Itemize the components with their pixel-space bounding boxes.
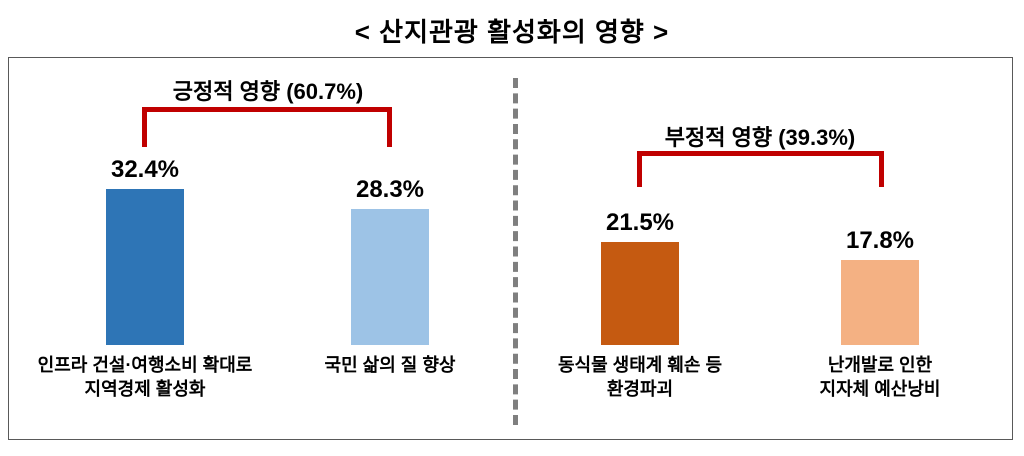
group-label-negative: 부정적 영향 (39.3%)	[664, 125, 856, 150]
category-label-ecosystem: 동식물 생태계 훼손 등 환경파괴	[557, 355, 723, 400]
chart-title: < 산지관광 활성화의 영향 >	[354, 17, 670, 47]
bar-positive-economy	[106, 189, 184, 345]
bar-value-label: 17.8%	[845, 227, 915, 254]
category-label-infra: 인프라 건설·여행소비 확대로 지역경제 활성화	[37, 355, 253, 400]
group-label-positive: 긍정적 영향 (60.7%)	[172, 79, 364, 104]
bar-value-label: 32.4%	[110, 156, 180, 183]
bar-negative-ecosystem	[601, 242, 679, 345]
chart-frame	[8, 57, 1013, 440]
bar-positive-life-quality	[351, 209, 429, 345]
category-label-quality-of-life: 국민 삶의 질 향상	[324, 355, 456, 375]
bar-negative-budget	[841, 260, 919, 345]
bar-column-budget-waste: 17.8%	[840, 227, 920, 345]
bar-column-ecosystem: 21.5%	[600, 209, 680, 345]
bracket-negative	[637, 151, 884, 187]
category-label-budget-waste: 난개발로 인한 지자체 예산낭비	[819, 355, 941, 400]
center-divider	[513, 78, 518, 425]
bar-column-quality-of-life: 28.3%	[350, 176, 430, 345]
bar-value-label: 28.3%	[355, 176, 425, 203]
bar-column-infra: 32.4%	[105, 156, 185, 345]
bracket-positive	[142, 107, 392, 147]
bar-value-label: 21.5%	[605, 209, 675, 236]
